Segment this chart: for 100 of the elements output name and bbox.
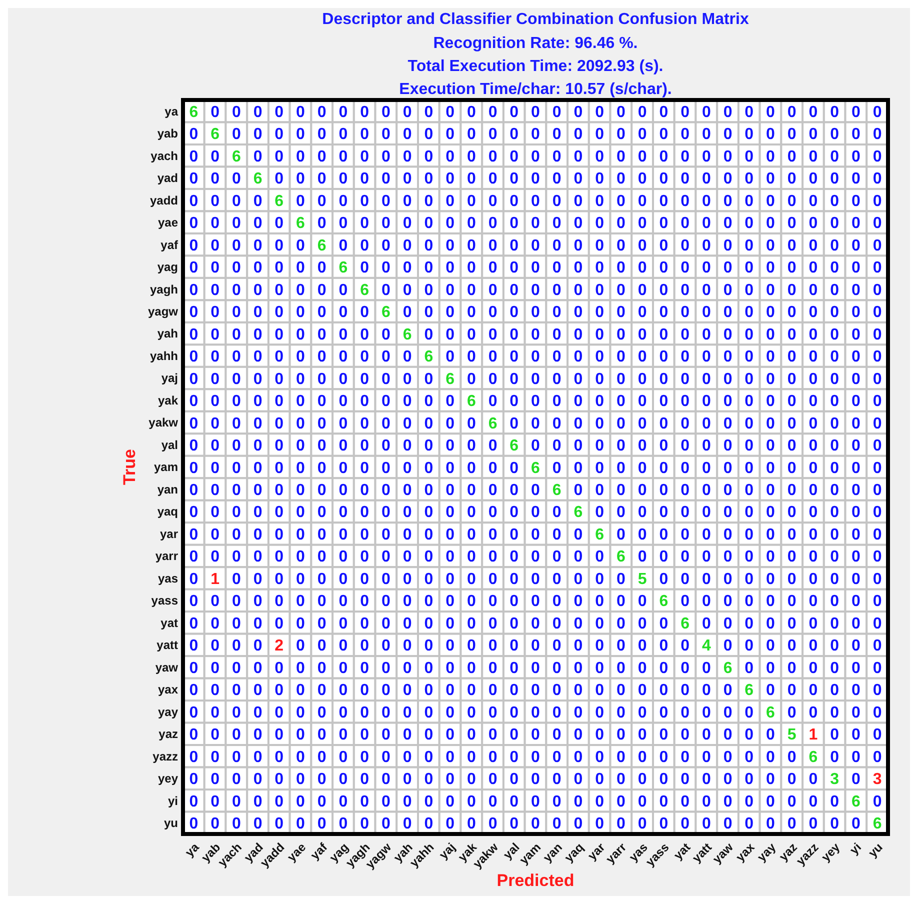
data-label: 0: [574, 460, 583, 477]
data-label: 0: [616, 393, 626, 410]
data-label: 6: [253, 170, 262, 188]
data-label: 0: [402, 348, 412, 366]
data-label: 0: [274, 615, 284, 632]
data-label: 0: [189, 215, 198, 232]
data-label: 0: [595, 438, 604, 455]
data-label: 0: [446, 326, 455, 344]
data-label: 0: [274, 260, 284, 277]
data-label: 0: [446, 504, 455, 522]
data-label: 0: [296, 638, 306, 655]
data-label: 0: [638, 771, 647, 788]
data-label: 0: [638, 660, 647, 677]
data-label: 0: [702, 748, 711, 766]
data-label: 0: [616, 326, 626, 344]
data-label: 0: [253, 104, 262, 121]
data-label: 0: [510, 415, 519, 432]
data-label: 0: [446, 215, 455, 232]
data-label: 6: [402, 326, 412, 344]
data-label: 0: [787, 348, 796, 366]
data-label: 0: [488, 570, 498, 588]
data-label: 0: [338, 170, 348, 188]
data-label: 6: [296, 215, 306, 232]
data-label: 0: [830, 460, 840, 477]
data-label: 0: [574, 638, 583, 655]
data-label: 0: [189, 170, 198, 188]
data-label: 0: [466, 126, 476, 144]
data-label: 0: [338, 504, 348, 522]
data-label: 0: [424, 682, 434, 700]
data-label: 0: [531, 148, 540, 166]
data-label: 0: [638, 793, 647, 810]
data-label: 0: [830, 438, 840, 455]
data-label: 0: [552, 370, 562, 388]
data-label: 0: [338, 348, 348, 366]
data-label: 0: [424, 748, 434, 766]
data-label: 0: [360, 348, 370, 366]
data-label: 0: [680, 460, 690, 477]
data-label: 0: [808, 126, 818, 144]
data-label: 0: [616, 148, 626, 166]
data-label: 0: [595, 148, 604, 166]
data-label: 0: [510, 682, 519, 700]
data-label: 0: [424, 304, 434, 322]
data-label: 0: [402, 393, 412, 410]
data-label: 0: [680, 126, 690, 144]
data-label: 0: [338, 748, 348, 766]
data-label: 0: [232, 126, 241, 144]
data-label: 0: [210, 438, 220, 455]
data-label: 0: [338, 192, 348, 210]
data-label: 0: [702, 215, 711, 232]
data-label: 0: [382, 660, 390, 677]
data-label: 0: [531, 660, 540, 677]
data-label: 0: [274, 504, 284, 522]
data-label: 0: [830, 104, 840, 121]
data-label: 0: [830, 415, 840, 432]
data-label: 0: [616, 304, 626, 322]
data-label: 0: [766, 304, 776, 322]
data-label: 0: [638, 326, 647, 344]
data-label: 0: [638, 638, 647, 655]
data-label: 0: [616, 415, 626, 432]
data-label: 0: [552, 771, 562, 788]
data-label: 0: [510, 771, 519, 788]
data-label: 0: [830, 192, 840, 210]
data-label: 0: [189, 771, 198, 788]
data-label: 0: [510, 548, 519, 566]
y-tick-label: yagw: [148, 304, 179, 319]
data-label: 0: [852, 170, 860, 188]
data-label: 0: [446, 771, 455, 788]
data-label: 0: [296, 615, 306, 632]
data-label: 0: [702, 104, 711, 121]
data-label: 0: [872, 170, 882, 188]
data-label: 2: [274, 638, 284, 655]
data-label: 0: [466, 148, 476, 166]
data-label: 6: [488, 415, 498, 432]
data-label: 0: [659, 304, 668, 322]
data-label: 0: [274, 726, 284, 744]
data-label: 0: [338, 326, 348, 344]
data-label: 0: [808, 104, 818, 121]
data-label: 0: [702, 548, 711, 566]
data-label: 0: [189, 638, 198, 655]
data-label: 0: [852, 460, 860, 477]
data-label: 0: [424, 638, 434, 655]
data-label: 0: [253, 748, 262, 766]
data-label: 0: [360, 215, 370, 232]
data-label: 0: [680, 593, 690, 610]
data-label: 0: [830, 660, 840, 677]
data-label: 0: [595, 104, 604, 121]
data-label: 0: [189, 593, 198, 610]
data-label: 0: [531, 682, 540, 700]
data-label: 0: [830, 682, 840, 700]
data-label: 0: [766, 460, 776, 477]
data-label: 0: [659, 438, 668, 455]
data-label: 0: [744, 816, 754, 833]
data-label: 0: [424, 504, 434, 522]
data-label: 0: [723, 504, 732, 522]
data-label: 0: [274, 460, 284, 477]
data-label: 0: [296, 548, 306, 566]
data-label: 0: [766, 482, 776, 499]
data-label: 0: [317, 593, 326, 610]
y-tick-label: yaw: [155, 660, 179, 674]
data-label: 0: [488, 170, 498, 188]
